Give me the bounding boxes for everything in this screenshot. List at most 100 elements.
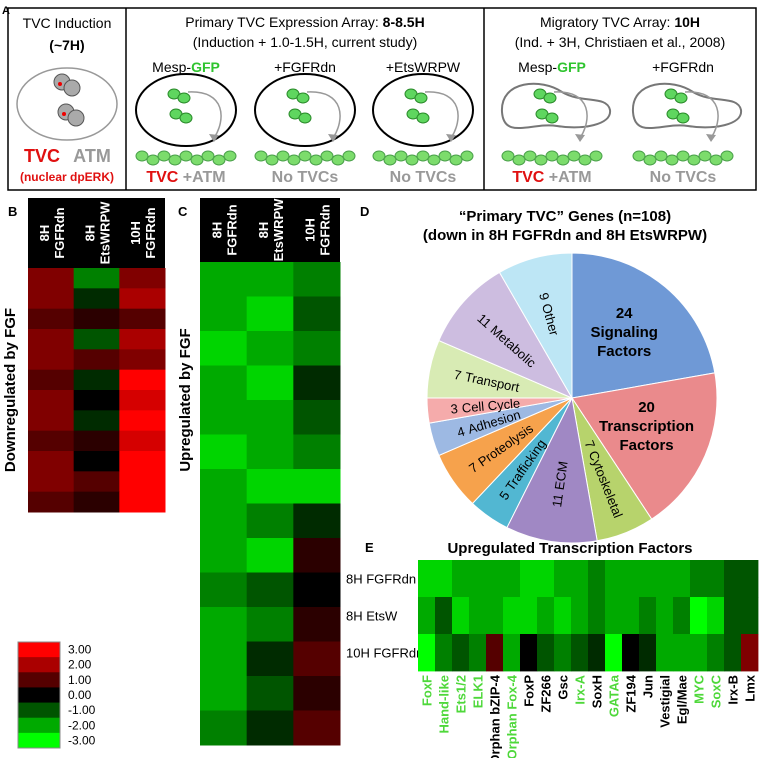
cell bbox=[254, 150, 268, 162]
column-label-line: 10H bbox=[128, 221, 143, 245]
heat-cell bbox=[293, 572, 341, 608]
heat-cell bbox=[73, 288, 120, 310]
heat-cell bbox=[554, 560, 572, 598]
heat-cell bbox=[673, 634, 691, 672]
cell bbox=[676, 112, 690, 124]
gene-label: ZF266 bbox=[539, 675, 554, 713]
gene-label: GATAa bbox=[607, 674, 622, 717]
column-label-line: EtsWRPW bbox=[271, 198, 286, 262]
heat-cell bbox=[293, 641, 341, 677]
heat-cell bbox=[503, 634, 521, 672]
heat-cell bbox=[673, 597, 691, 635]
heat-cell bbox=[503, 597, 521, 635]
title: Migratory TVC Array: 10H bbox=[540, 14, 700, 30]
heat-cell bbox=[293, 710, 341, 746]
label-part: +EtsWRPW bbox=[386, 59, 461, 75]
label-part: GFP bbox=[557, 59, 586, 75]
heat-cell bbox=[200, 400, 248, 435]
cell bbox=[460, 150, 474, 162]
slice-label: 24 Signaling Factors bbox=[590, 305, 658, 360]
heat-cell bbox=[246, 641, 294, 677]
gene-label: Gsc bbox=[556, 675, 571, 700]
slice-name: Signaling bbox=[590, 324, 658, 341]
heat-cell bbox=[73, 410, 120, 432]
gene-label: Ets1/2 bbox=[454, 675, 469, 713]
result: TVC +ATM bbox=[146, 169, 225, 186]
scale-label: 2.00 bbox=[68, 658, 92, 672]
pie-slice bbox=[438, 271, 574, 400]
pie-slice bbox=[506, 396, 598, 544]
slice-value: 9 bbox=[536, 291, 552, 302]
result: No TVCs bbox=[390, 169, 457, 186]
heat-cell bbox=[73, 308, 120, 330]
cell bbox=[394, 150, 408, 162]
slice-label: 11 ECM bbox=[549, 460, 571, 508]
heat-cell bbox=[28, 308, 75, 330]
scale-label: -1.00 bbox=[68, 703, 96, 717]
heat-cell bbox=[293, 607, 341, 642]
slice-value: 3 bbox=[450, 401, 459, 417]
heat-cell bbox=[119, 288, 166, 310]
heat-cell bbox=[246, 400, 294, 435]
gene-label: ELK1 bbox=[471, 675, 486, 708]
column-label: 8HFGFRdn bbox=[37, 207, 67, 258]
cell bbox=[578, 154, 592, 166]
panel-letter: D bbox=[360, 204, 369, 219]
heat-cell bbox=[200, 296, 248, 332]
column-label-line: FGFRdn bbox=[52, 207, 67, 258]
heat-cell bbox=[73, 451, 120, 472]
result: TVC +ATM bbox=[512, 169, 591, 186]
time: (~7H) bbox=[49, 37, 84, 53]
panel-letter: C bbox=[178, 204, 188, 219]
panel-letter: B bbox=[8, 204, 17, 219]
column-label-line: EtsWRPW bbox=[98, 201, 113, 265]
label-part: +FGFRdn bbox=[652, 59, 714, 75]
arrow bbox=[187, 91, 222, 139]
heat-cell bbox=[293, 262, 341, 297]
arrow-head bbox=[328, 134, 338, 142]
heat-cell bbox=[28, 288, 75, 310]
gene-label: Hand-like bbox=[437, 675, 452, 734]
cell bbox=[643, 154, 657, 166]
heat-cell bbox=[246, 503, 294, 539]
heat-cell bbox=[741, 560, 759, 598]
column-label-line: 10H bbox=[303, 218, 318, 242]
cell bbox=[543, 92, 557, 104]
column-label: 10HFGFRdn bbox=[303, 204, 333, 255]
cell bbox=[201, 150, 215, 162]
heat-cell bbox=[246, 365, 294, 401]
cell bbox=[709, 154, 723, 166]
cell-row bbox=[372, 150, 474, 166]
embryo bbox=[135, 73, 237, 147]
title-text: Primary TVC Expression Array: bbox=[185, 14, 382, 30]
result-part: TVC bbox=[512, 169, 544, 186]
cell-row bbox=[254, 150, 356, 166]
heat-cell bbox=[673, 560, 691, 598]
heat-cell bbox=[119, 451, 166, 472]
note: (nuclear dpERK) bbox=[20, 170, 114, 184]
heat-cell bbox=[28, 430, 75, 452]
result-part: No TVCs bbox=[650, 169, 717, 186]
heat-cell bbox=[690, 560, 708, 598]
heat-cell bbox=[73, 268, 120, 289]
cell-row bbox=[135, 150, 237, 166]
cell bbox=[416, 112, 430, 124]
heat-cell bbox=[537, 597, 555, 635]
cell bbox=[438, 150, 452, 162]
subtitle: (Induction + 1.0-1.5H, current study) bbox=[193, 34, 418, 50]
scale-label: 3.00 bbox=[68, 643, 92, 657]
condition-label: Mesp-GFP bbox=[152, 59, 220, 75]
heat-cell bbox=[119, 471, 166, 493]
gene-label: FoxF bbox=[420, 675, 435, 706]
scale-label: 1.00 bbox=[68, 673, 92, 687]
heat-cell bbox=[622, 560, 640, 598]
cell bbox=[135, 150, 149, 162]
heat-cell bbox=[418, 634, 436, 672]
heat-cell bbox=[293, 469, 341, 504]
cell bbox=[720, 150, 734, 162]
title-text: Migratory TVC Array: bbox=[540, 14, 674, 30]
pie-slice bbox=[571, 252, 716, 399]
cell bbox=[296, 92, 310, 104]
heat-cell bbox=[246, 469, 294, 504]
